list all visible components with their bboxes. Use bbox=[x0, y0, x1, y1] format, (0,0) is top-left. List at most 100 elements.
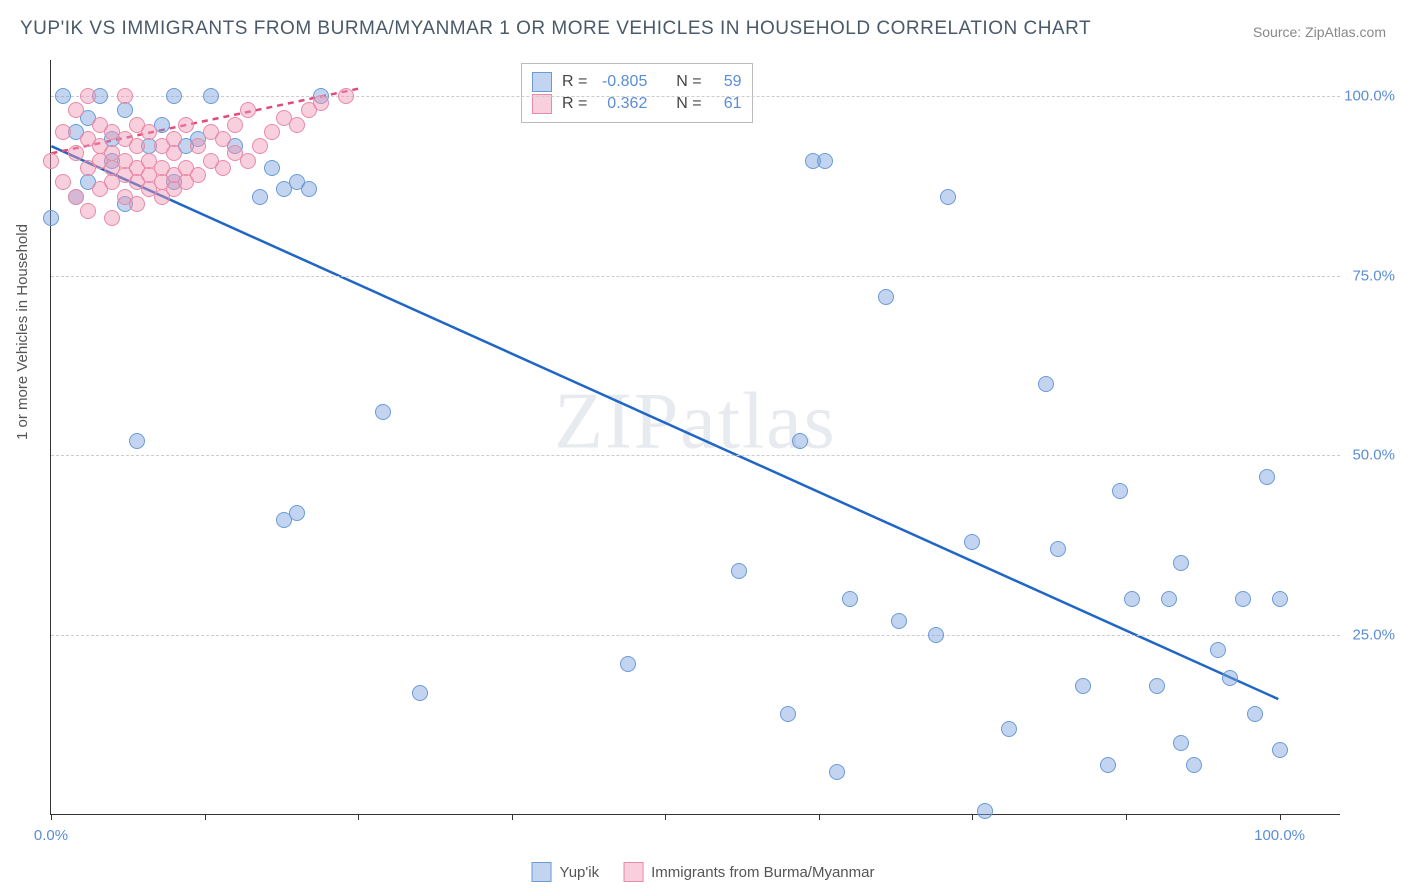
data-point bbox=[792, 433, 808, 449]
x-tick bbox=[358, 814, 359, 820]
x-tick bbox=[205, 814, 206, 820]
legend-label: Immigrants from Burma/Myanmar bbox=[651, 864, 874, 881]
data-point bbox=[190, 167, 206, 183]
data-point bbox=[731, 563, 747, 579]
data-point bbox=[117, 102, 133, 118]
data-point bbox=[1038, 376, 1054, 392]
data-point bbox=[842, 591, 858, 607]
data-point bbox=[289, 117, 305, 133]
data-point bbox=[141, 124, 157, 140]
data-point bbox=[117, 88, 133, 104]
data-point bbox=[129, 196, 145, 212]
data-point bbox=[252, 138, 268, 154]
x-tick bbox=[51, 814, 52, 820]
y-axis-label: 1 or more Vehicles in Household bbox=[14, 224, 31, 440]
data-point bbox=[215, 131, 231, 147]
data-point bbox=[1100, 757, 1116, 773]
data-point bbox=[1050, 541, 1066, 557]
data-point bbox=[43, 153, 59, 169]
data-point bbox=[1161, 591, 1177, 607]
data-point bbox=[1173, 735, 1189, 751]
data-point bbox=[1259, 469, 1275, 485]
data-point bbox=[68, 189, 84, 205]
data-point bbox=[1075, 678, 1091, 694]
plot-area: ZIPatlas R =-0.805 N =59R =0.362 N =61 2… bbox=[50, 60, 1340, 815]
data-point bbox=[891, 613, 907, 629]
data-point bbox=[964, 534, 980, 550]
data-point bbox=[129, 138, 145, 154]
stats-legend: R =-0.805 N =59R =0.362 N =61 bbox=[521, 63, 753, 123]
n-label: N = bbox=[676, 73, 701, 91]
data-point bbox=[203, 88, 219, 104]
gridline bbox=[51, 635, 1340, 636]
data-point bbox=[1149, 678, 1165, 694]
data-point bbox=[80, 88, 96, 104]
data-point bbox=[104, 210, 120, 226]
r-label: R = bbox=[562, 73, 587, 91]
gridline bbox=[51, 276, 1340, 277]
data-point bbox=[1124, 591, 1140, 607]
data-point bbox=[878, 289, 894, 305]
x-tick bbox=[1280, 814, 1281, 820]
y-tick-label: 50.0% bbox=[1352, 447, 1395, 464]
stats-row: R =-0.805 N =59 bbox=[532, 72, 742, 92]
x-tick bbox=[972, 814, 973, 820]
r-label: R = bbox=[562, 95, 587, 113]
data-point bbox=[301, 181, 317, 197]
data-point bbox=[1247, 706, 1263, 722]
r-value: 0.362 bbox=[597, 95, 647, 113]
data-point bbox=[178, 117, 194, 133]
data-point bbox=[240, 153, 256, 169]
data-point bbox=[215, 160, 231, 176]
x-tick bbox=[665, 814, 666, 820]
data-point bbox=[375, 404, 391, 420]
data-point bbox=[240, 102, 256, 118]
y-tick-label: 100.0% bbox=[1344, 87, 1395, 104]
y-tick-label: 25.0% bbox=[1352, 627, 1395, 644]
legend-item: Immigrants from Burma/Myanmar bbox=[623, 862, 874, 882]
data-point bbox=[55, 174, 71, 190]
stats-row: R =0.362 N =61 bbox=[532, 94, 742, 114]
data-point bbox=[620, 656, 636, 672]
data-point bbox=[1112, 483, 1128, 499]
legend-label: Yup'ik bbox=[560, 864, 600, 881]
data-point bbox=[227, 117, 243, 133]
data-point bbox=[338, 88, 354, 104]
gridline bbox=[51, 96, 1340, 97]
data-point bbox=[68, 145, 84, 161]
data-point bbox=[252, 189, 268, 205]
data-point bbox=[289, 505, 305, 521]
data-point bbox=[129, 433, 145, 449]
data-point bbox=[68, 102, 84, 118]
data-point bbox=[1222, 670, 1238, 686]
watermark: ZIPatlas bbox=[554, 376, 837, 467]
x-tick bbox=[512, 814, 513, 820]
data-point bbox=[55, 88, 71, 104]
data-point bbox=[264, 124, 280, 140]
x-tick bbox=[819, 814, 820, 820]
data-point bbox=[264, 160, 280, 176]
y-tick-label: 75.0% bbox=[1352, 267, 1395, 284]
legend-swatch bbox=[623, 862, 643, 882]
x-tick-label: 100.0% bbox=[1254, 827, 1305, 844]
data-point bbox=[1272, 742, 1288, 758]
data-point bbox=[928, 627, 944, 643]
legend-swatch bbox=[532, 72, 552, 92]
legend-item: Yup'ik bbox=[532, 862, 600, 882]
x-tick-label: 0.0% bbox=[34, 827, 68, 844]
trend-lines bbox=[51, 60, 1340, 814]
data-point bbox=[166, 88, 182, 104]
legend-swatch bbox=[532, 94, 552, 114]
data-point bbox=[190, 138, 206, 154]
data-point bbox=[1001, 721, 1017, 737]
data-point bbox=[940, 189, 956, 205]
legend-swatch bbox=[532, 862, 552, 882]
n-label: N = bbox=[676, 95, 701, 113]
series-legend: Yup'ik Immigrants from Burma/Myanmar bbox=[532, 862, 875, 882]
data-point bbox=[166, 145, 182, 161]
data-point bbox=[780, 706, 796, 722]
data-point bbox=[1235, 591, 1251, 607]
r-value: -0.805 bbox=[597, 73, 647, 91]
data-point bbox=[80, 203, 96, 219]
data-point bbox=[412, 685, 428, 701]
